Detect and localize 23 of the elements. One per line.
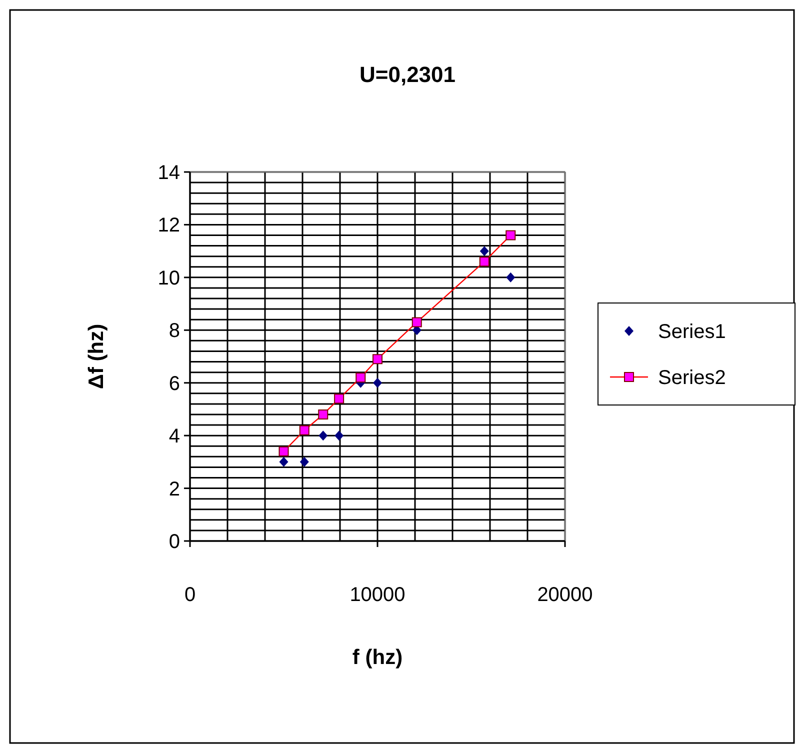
chart-title: U=0,2301 xyxy=(359,62,456,87)
point xyxy=(334,430,344,441)
y-tick-label: 12 xyxy=(158,214,180,237)
y-tick-label: 10 xyxy=(158,267,180,290)
y-tick-label: 14 xyxy=(158,162,180,184)
y-tick-label: 4 xyxy=(168,426,180,448)
y-tick-label: 0 xyxy=(168,531,180,553)
y-axis-title: Δf (hz) xyxy=(85,324,108,390)
x-tick-label: 20000 xyxy=(537,584,593,606)
y-tick-label: 8 xyxy=(168,320,180,342)
point xyxy=(506,272,516,282)
y-tick-label: 2 xyxy=(168,478,180,500)
x-tick-label: 0 xyxy=(184,584,196,606)
point xyxy=(279,456,288,467)
y-tick-label: 6 xyxy=(168,372,180,395)
point xyxy=(318,430,328,441)
point xyxy=(300,456,309,467)
x-tick-label: 10000 xyxy=(350,584,406,606)
x-axis-title: f (hz) xyxy=(352,646,403,669)
legend-label: Series1 xyxy=(658,321,726,343)
legend-label: Series2 xyxy=(658,367,726,389)
point xyxy=(373,378,382,388)
point xyxy=(480,246,489,256)
